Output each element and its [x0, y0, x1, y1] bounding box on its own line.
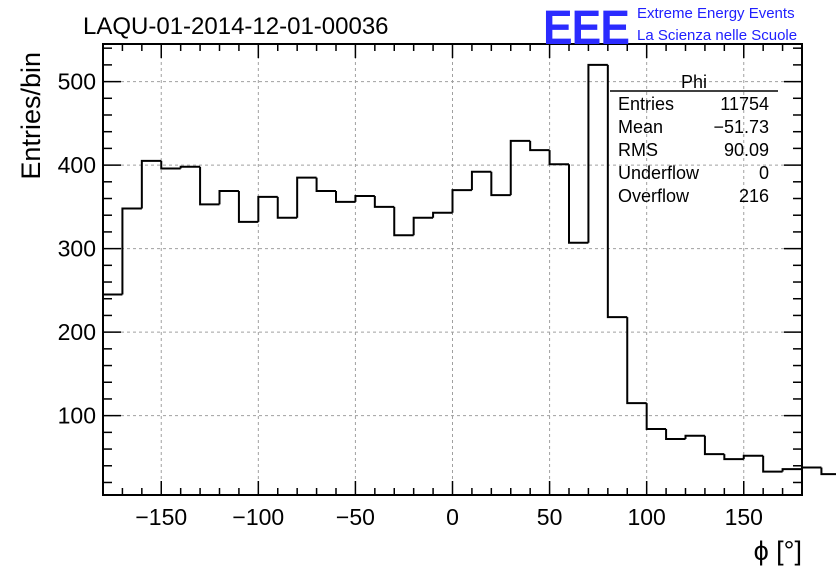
y-tick-label-0: 100	[58, 403, 96, 429]
x-tick-label-2: −50	[336, 504, 375, 530]
stats-label-overflow: Overflow	[618, 186, 690, 206]
x-tick-label-0: −150	[135, 504, 187, 530]
axis-ticks	[102, 44, 803, 495]
stats-value-underflow: 0	[759, 163, 769, 183]
histogram-bin-33	[742, 454, 764, 460]
histogram-bin-6	[218, 189, 239, 205]
histogram-bin-27	[626, 317, 647, 405]
histogram-bin-32	[723, 454, 744, 461]
histogram-bin-22	[529, 140, 550, 152]
eee-logo-mark: EEE	[543, 2, 629, 55]
x-tick-label-5: 100	[627, 504, 665, 530]
x-tick-label-1: −100	[232, 504, 284, 530]
histogram-bin-4	[179, 165, 201, 169]
y-tick-label-2: 300	[58, 236, 96, 262]
stats-label-entries: Entries	[618, 94, 674, 114]
histogram-bin-3	[160, 160, 181, 170]
histogram-bin-29	[665, 429, 686, 441]
stats-value-mean: −51.73	[713, 117, 769, 137]
x-tick-label-4: 50	[537, 504, 563, 530]
histogram-bin-30	[684, 434, 705, 440]
histogram-bin-37	[820, 467, 836, 476]
histogram-bin-16	[412, 216, 434, 236]
chart-title: LAQU-01-2014-12-01-00036	[83, 13, 389, 40]
stats-label-underflow: Underflow	[618, 163, 700, 183]
stats-box: Phi Entries 11754 Mean −51.73 RMS 90.09 …	[610, 72, 778, 206]
histogram-bin-15	[393, 206, 414, 237]
eee-logo-line2: La Scienza nelle Scuole	[637, 27, 797, 44]
tick-labels: −150 −100 −50 0 50 100 150 100 200 300 400 500	[58, 69, 763, 530]
histogram-bin-23	[548, 150, 569, 166]
eee-logo-line1: Extreme Energy Events	[637, 5, 795, 22]
histogram-bin-10	[296, 176, 317, 218]
histogram-bin-36	[801, 466, 822, 470]
y-tick-label-4: 500	[58, 69, 96, 95]
stats-label-rms: RMS	[618, 140, 658, 160]
y-tick-label-1: 200	[58, 319, 96, 345]
histogram-bin-2	[140, 159, 162, 209]
histogram-bin-18	[451, 189, 472, 213]
stats-value-overflow: 216	[739, 186, 769, 206]
stats-value-entries: 11754	[720, 94, 769, 114]
histogram-bin-31	[703, 435, 725, 456]
histogram-bin-26	[606, 64, 628, 319]
histogram-bin-13	[354, 195, 375, 202]
histogram-bin-5	[199, 166, 220, 206]
y-tick-label-3: 400	[58, 152, 96, 178]
histogram-bin-25	[587, 63, 608, 243]
stats-value-rms: 90.09	[724, 140, 769, 160]
x-axis-label: ϕ [°]	[754, 536, 802, 566]
histogram-bin-8	[257, 195, 278, 222]
y-axis-label: Entries/bin	[16, 52, 46, 180]
x-tick-label-3: 0	[446, 504, 459, 530]
histogram-bin-35	[781, 468, 802, 472]
histogram-bin-14	[373, 196, 395, 208]
grid-layer	[103, 44, 802, 495]
histogram-bin-21	[509, 139, 531, 196]
histogram-bin-28	[645, 403, 667, 431]
histogram-bin-7	[237, 190, 259, 223]
histogram-bin-34	[762, 455, 783, 473]
eee-logo: EEE Extreme Energy Events La Scienza nel…	[543, 2, 797, 55]
histogram-bin-9	[276, 196, 298, 219]
histogram-bin-11	[315, 177, 336, 192]
stats-title: Phi	[681, 72, 707, 92]
histogram-bin-17	[432, 211, 453, 218]
histogram-bin-20	[490, 171, 511, 197]
histogram-bin-24	[568, 164, 589, 244]
histogram-bin-1	[121, 207, 142, 295]
stats-label-mean: Mean	[618, 117, 663, 137]
x-tick-label-6: 150	[725, 504, 763, 530]
histogram-bin-12	[335, 190, 356, 203]
histogram-bin-0	[102, 293, 123, 495]
histogram-bin-19	[470, 170, 492, 191]
